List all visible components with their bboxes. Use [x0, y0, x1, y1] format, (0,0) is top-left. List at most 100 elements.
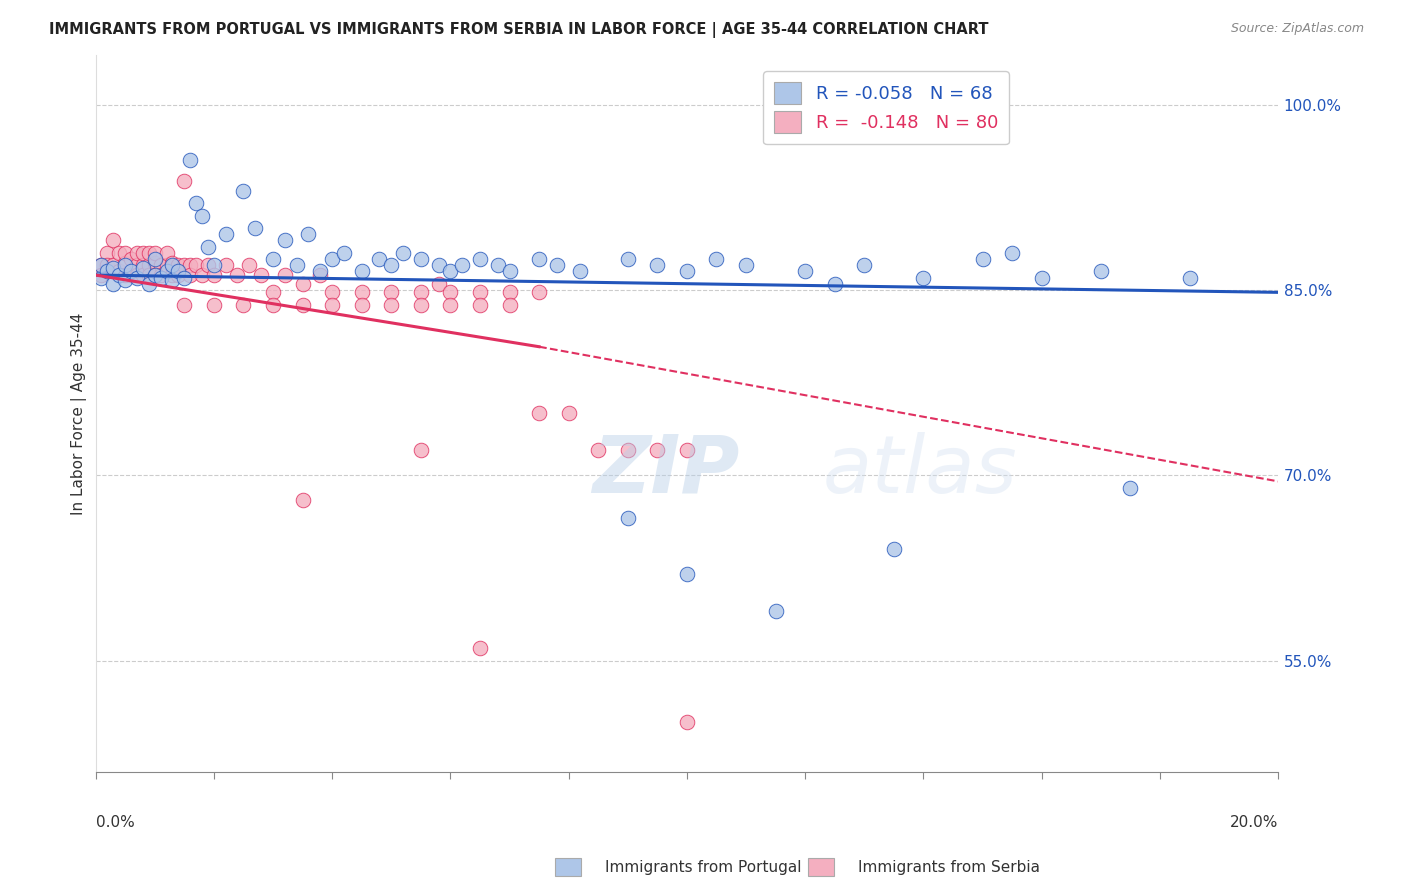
- Point: [616, 252, 638, 266]
- Point: [262, 285, 284, 300]
- Point: [125, 245, 148, 260]
- Point: [285, 258, 308, 272]
- Point: [108, 264, 131, 278]
- Point: [103, 260, 125, 275]
- Text: 20.0%: 20.0%: [1230, 814, 1278, 830]
- Point: [125, 270, 148, 285]
- Point: [972, 252, 994, 266]
- Point: [486, 258, 509, 272]
- Point: [245, 221, 267, 235]
- Point: [498, 285, 520, 300]
- Point: [215, 227, 238, 242]
- Point: [291, 298, 314, 312]
- Point: [191, 268, 214, 282]
- Point: [90, 270, 112, 285]
- Point: [96, 245, 118, 260]
- Point: [215, 258, 238, 272]
- Point: [167, 264, 190, 278]
- Point: [103, 258, 125, 272]
- Point: [132, 268, 155, 282]
- Point: [468, 298, 491, 312]
- Point: [1119, 481, 1142, 495]
- Point: [132, 260, 155, 275]
- Point: [179, 258, 201, 272]
- Point: [1031, 270, 1053, 285]
- Point: [557, 406, 579, 420]
- Point: [226, 268, 249, 282]
- Point: [167, 258, 190, 272]
- Point: [90, 258, 112, 272]
- Point: [238, 258, 260, 272]
- Point: [155, 264, 177, 278]
- Point: [527, 252, 550, 266]
- Y-axis label: In Labor Force | Age 35-44: In Labor Force | Age 35-44: [72, 312, 87, 515]
- Point: [143, 245, 166, 260]
- Point: [297, 227, 319, 242]
- Point: [132, 245, 155, 260]
- Point: [321, 298, 343, 312]
- Point: [120, 268, 142, 282]
- Point: [262, 252, 284, 266]
- Point: [125, 268, 148, 282]
- Point: [291, 492, 314, 507]
- Point: [138, 245, 160, 260]
- Point: [262, 298, 284, 312]
- Point: [468, 285, 491, 300]
- Point: [202, 268, 225, 282]
- Text: 0.0%: 0.0%: [96, 814, 135, 830]
- Point: [114, 258, 136, 272]
- Point: [676, 715, 699, 730]
- Point: [676, 264, 699, 278]
- Point: [143, 252, 166, 266]
- Point: [291, 277, 314, 291]
- Point: [853, 258, 876, 272]
- Point: [498, 298, 520, 312]
- Point: [498, 264, 520, 278]
- Point: [162, 273, 184, 287]
- Point: [616, 443, 638, 458]
- Point: [569, 264, 592, 278]
- Point: [527, 406, 550, 420]
- Point: [103, 277, 125, 291]
- Point: [427, 277, 450, 291]
- Point: [392, 245, 415, 260]
- Text: Immigrants from Serbia: Immigrants from Serbia: [858, 860, 1039, 874]
- Point: [96, 264, 118, 278]
- Text: Source: ZipAtlas.com: Source: ZipAtlas.com: [1230, 22, 1364, 36]
- Point: [350, 285, 373, 300]
- Point: [409, 285, 432, 300]
- Point: [527, 285, 550, 300]
- Point: [380, 285, 402, 300]
- Text: atlas: atlas: [823, 432, 1018, 509]
- Point: [1090, 264, 1112, 278]
- Point: [250, 268, 273, 282]
- Point: [765, 604, 787, 618]
- Point: [883, 542, 905, 557]
- Point: [333, 245, 356, 260]
- Point: [321, 285, 343, 300]
- Point: [149, 268, 172, 282]
- Point: [90, 258, 112, 272]
- Point: [409, 298, 432, 312]
- Point: [380, 258, 402, 272]
- Point: [179, 268, 201, 282]
- Point: [676, 567, 699, 582]
- Point: [143, 268, 166, 282]
- Point: [162, 258, 184, 272]
- Point: [409, 252, 432, 266]
- Point: [149, 270, 172, 285]
- Point: [114, 245, 136, 260]
- Point: [232, 298, 254, 312]
- Point: [427, 258, 450, 272]
- Point: [162, 268, 184, 282]
- Point: [451, 258, 474, 272]
- Point: [143, 268, 166, 282]
- Point: [824, 277, 846, 291]
- Point: [1178, 270, 1201, 285]
- Point: [173, 174, 195, 188]
- Point: [1001, 245, 1024, 260]
- Point: [138, 268, 160, 282]
- Point: [202, 298, 225, 312]
- Point: [125, 258, 148, 272]
- Point: [202, 258, 225, 272]
